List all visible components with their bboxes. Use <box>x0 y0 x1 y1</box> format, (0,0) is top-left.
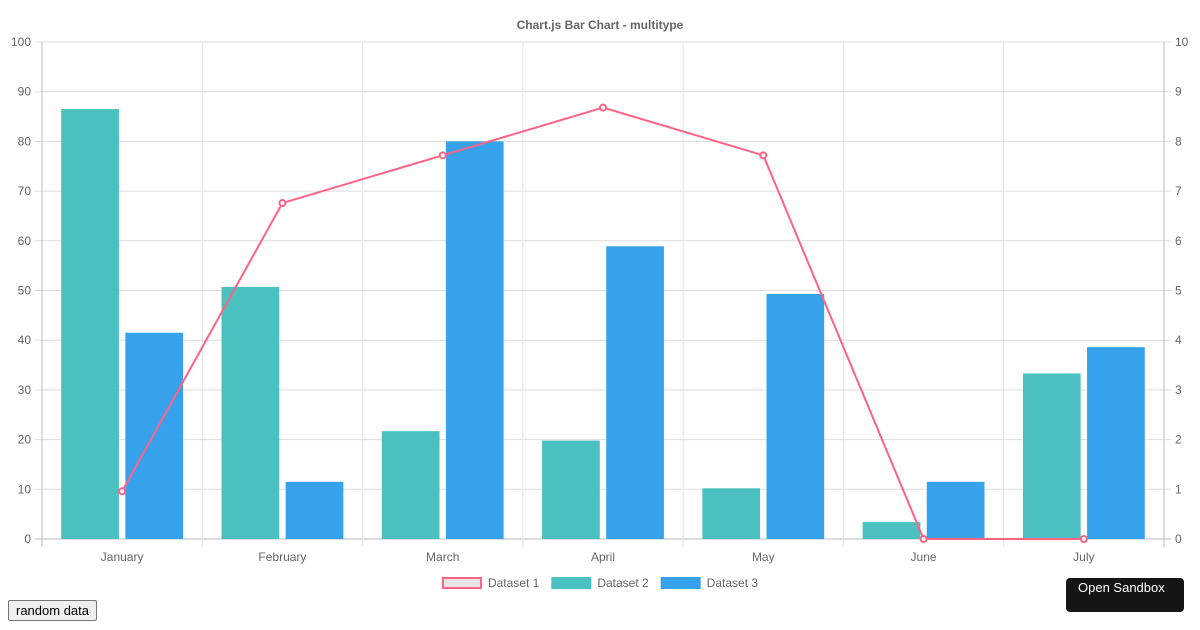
x-tick-label: January <box>101 550 144 564</box>
bar-dataset-2 <box>221 287 280 539</box>
y-left-tick-label: 60 <box>18 234 32 248</box>
line-point <box>919 535 928 543</box>
bar-dataset-3 <box>1087 347 1145 539</box>
x-tick-label: April <box>591 550 615 564</box>
line-point <box>438 151 447 160</box>
bar-dataset-3 <box>125 332 184 539</box>
gridlines <box>35 41 1171 547</box>
y-left-tick-label: 10 <box>18 482 32 496</box>
x-tick-label: May <box>752 550 775 564</box>
random-data-button[interactable]: random data <box>8 600 97 621</box>
legend-swatch <box>551 577 592 589</box>
y-right-tick-label: 3 <box>1175 383 1182 397</box>
bar-dataset-2 <box>1022 373 1081 539</box>
x-tick-label: March <box>426 550 459 564</box>
y-right-tick-label: 9 <box>1175 85 1182 99</box>
legend-label: Dataset 1 <box>488 576 540 590</box>
bar-dataset-3 <box>926 481 985 539</box>
x-tick-label: June <box>911 550 937 564</box>
chart-title: Chart.js Bar Chart - multitype <box>517 18 684 32</box>
line-point <box>1079 535 1088 543</box>
bar-dataset-2 <box>862 522 921 539</box>
y-left-tick-label: 40 <box>18 333 32 347</box>
open-sandbox-button[interactable]: Open Sandbox <box>1066 578 1184 612</box>
legend-swatch <box>441 577 482 589</box>
y-right-tick-label: 5 <box>1175 284 1182 298</box>
y-right-tick-label: 1 <box>1175 482 1182 496</box>
legend-item-dataset-3[interactable]: Dataset 3 <box>660 576 759 590</box>
legend-swatch <box>660 577 701 589</box>
y-left-tick-label: 70 <box>18 184 32 198</box>
legend[interactable]: Dataset 1 Dataset 2 Dataset 3 <box>441 576 759 590</box>
bar-dataset-3 <box>606 246 664 539</box>
legend-label: Dataset 2 <box>597 576 649 590</box>
line-point <box>278 199 287 208</box>
legend-item-dataset-1[interactable]: Dataset 1 <box>441 576 540 590</box>
bar-dataset-2 <box>542 440 600 539</box>
y-left-tick-label: 90 <box>18 85 32 99</box>
bar-dataset-2 <box>381 431 440 539</box>
legend-item-dataset-2[interactable]: Dataset 2 <box>551 576 649 590</box>
bar-dataset-3 <box>285 481 344 539</box>
y-right-tick-label: 8 <box>1175 134 1182 148</box>
x-tick-label: February <box>258 550 306 564</box>
y-right-tick-label: 10 <box>1175 35 1189 49</box>
y-left-tick-label: 100 <box>11 35 31 49</box>
y-left-tick-label: 50 <box>18 284 32 298</box>
line-point <box>759 151 768 160</box>
line-point <box>118 487 127 496</box>
line-series <box>118 103 1088 543</box>
bar-dataset-2 <box>61 109 119 539</box>
x-tick-label: July <box>1073 550 1094 564</box>
bar-dataset-3 <box>766 293 825 539</box>
y-left-tick-label: 30 <box>18 383 32 397</box>
legend-label: Dataset 3 <box>707 576 759 590</box>
line-point <box>599 103 607 112</box>
y-right-tick-label: 7 <box>1175 184 1182 198</box>
bar-dataset-2 <box>702 488 761 539</box>
y-left-tick-label: 0 <box>24 532 31 546</box>
y-right-tick-label: 4 <box>1175 333 1182 347</box>
axes: 0 10 20 30 40 50 60 70 80 90 100 0 1 2 3 4 5 6 7 8 9 10 Januar… <box>11 35 1189 564</box>
bar-dataset-3 <box>445 141 504 539</box>
y-right-tick-label: 2 <box>1175 433 1182 447</box>
y-right-tick-label: 6 <box>1175 234 1182 248</box>
y-right-tick-label: 0 <box>1175 532 1182 546</box>
y-left-tick-label: 20 <box>18 433 32 447</box>
y-left-tick-label: 80 <box>18 134 32 148</box>
bars <box>61 109 1145 539</box>
